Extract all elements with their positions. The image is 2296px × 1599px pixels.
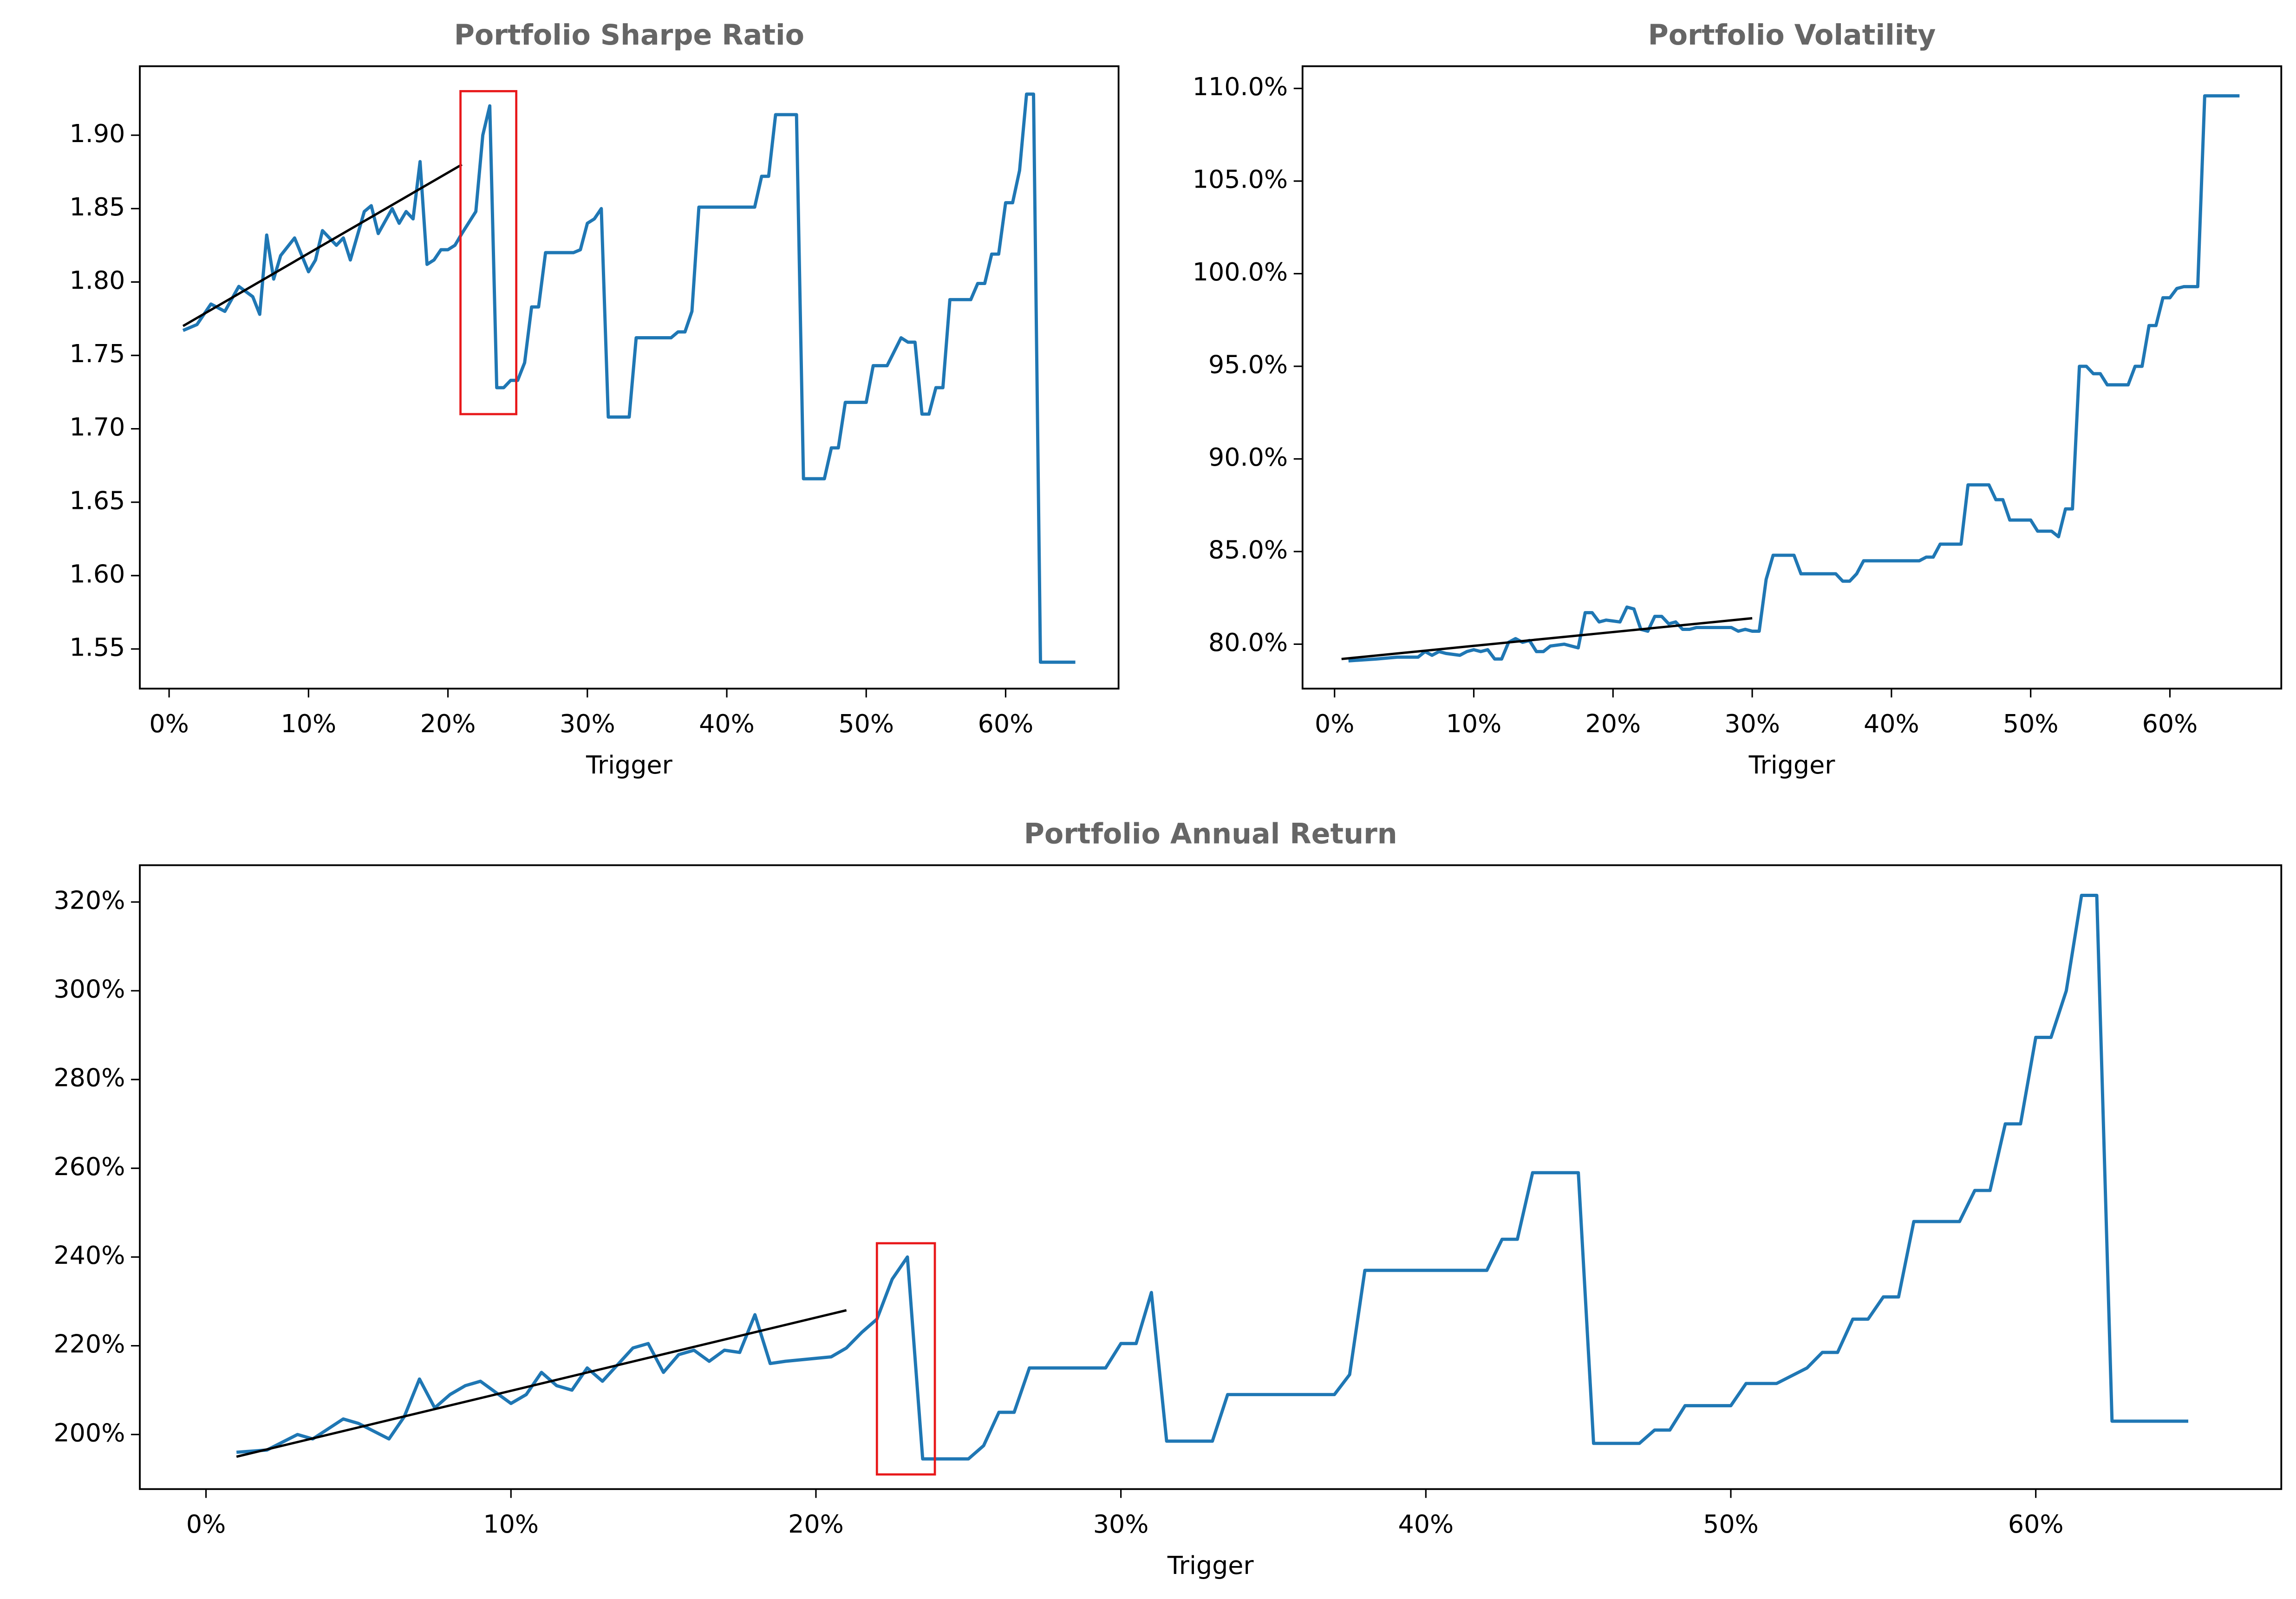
y-tick-label: 95.0% (1208, 350, 1288, 379)
y-tick-label: 1.60 (69, 559, 125, 588)
chart-title: Portfolio Volatility (1648, 19, 1936, 52)
x-tick-label: 40% (1864, 709, 1919, 738)
y-tick-label: 300% (53, 975, 125, 1004)
y-tick-label: 320% (53, 885, 125, 915)
x-tick-label: 20% (420, 709, 476, 738)
y-tick-label: 1.85 (69, 192, 125, 221)
x-tick-label: 20% (1585, 709, 1641, 738)
x-tick-label: 0% (186, 1509, 226, 1539)
y-tick-label: 1.80 (69, 266, 125, 295)
x-tick-label: 20% (788, 1509, 844, 1539)
y-tick-label: 260% (53, 1152, 125, 1181)
y-tick-label: 240% (53, 1241, 125, 1270)
trend-line (182, 163, 463, 327)
chart-title: Portfolio Sharpe Ratio (454, 19, 804, 52)
y-tick-label: 1.65 (69, 486, 125, 515)
y-tick-label: 80.0% (1208, 628, 1288, 657)
plot-frame (1301, 65, 2283, 690)
trend-line (1341, 617, 1753, 660)
x-axis-label: Trigger (1748, 750, 1836, 780)
x-tick-label: 60% (2008, 1509, 2064, 1539)
y-tick-label: 220% (53, 1329, 125, 1358)
x-tick-label: 50% (838, 709, 894, 738)
y-tick-label: 90.0% (1208, 442, 1288, 472)
x-axis-label: Trigger (586, 750, 673, 780)
x-tick-label: 10% (280, 709, 336, 738)
data-line (236, 894, 2189, 1461)
x-tick-label: 30% (560, 709, 615, 738)
y-tick-label: 1.75 (69, 339, 125, 368)
x-tick-label: 50% (2003, 709, 2059, 738)
trend-line (236, 1309, 847, 1458)
y-tick-label: 1.70 (69, 412, 125, 442)
y-tick-label: 85.0% (1208, 535, 1288, 565)
y-tick-label: 1.55 (69, 632, 125, 662)
x-tick-label: 30% (1093, 1509, 1149, 1539)
y-tick-label: 105.0% (1193, 165, 1288, 194)
y-tick-label: 280% (53, 1063, 125, 1092)
highlight-box (875, 1242, 936, 1476)
x-axis-label: Trigger (1167, 1551, 1254, 1580)
x-tick-label: 0% (149, 709, 189, 738)
y-tick-label: 1.90 (69, 119, 125, 148)
x-tick-label: 0% (1315, 709, 1354, 738)
y-tick-label: 200% (53, 1418, 125, 1447)
x-tick-label: 60% (978, 709, 1034, 738)
x-tick-label: 40% (1398, 1509, 1454, 1539)
y-tick-label: 100.0% (1193, 257, 1288, 286)
plot-frame (139, 864, 2283, 1490)
y-tick-label: 110.0% (1193, 72, 1288, 101)
x-tick-label: 40% (699, 709, 755, 738)
highlight-box (459, 90, 518, 416)
x-tick-label: 10% (483, 1509, 539, 1539)
x-tick-label: 60% (2142, 709, 2198, 738)
plot-frame (139, 65, 1120, 690)
chart-title: Portfolio Annual Return (1024, 818, 1397, 851)
data-line (182, 92, 1076, 664)
data-line (1348, 94, 2240, 663)
x-tick-label: 30% (1724, 709, 1780, 738)
x-tick-label: 10% (1446, 709, 1502, 738)
x-tick-label: 50% (1703, 1509, 1759, 1539)
